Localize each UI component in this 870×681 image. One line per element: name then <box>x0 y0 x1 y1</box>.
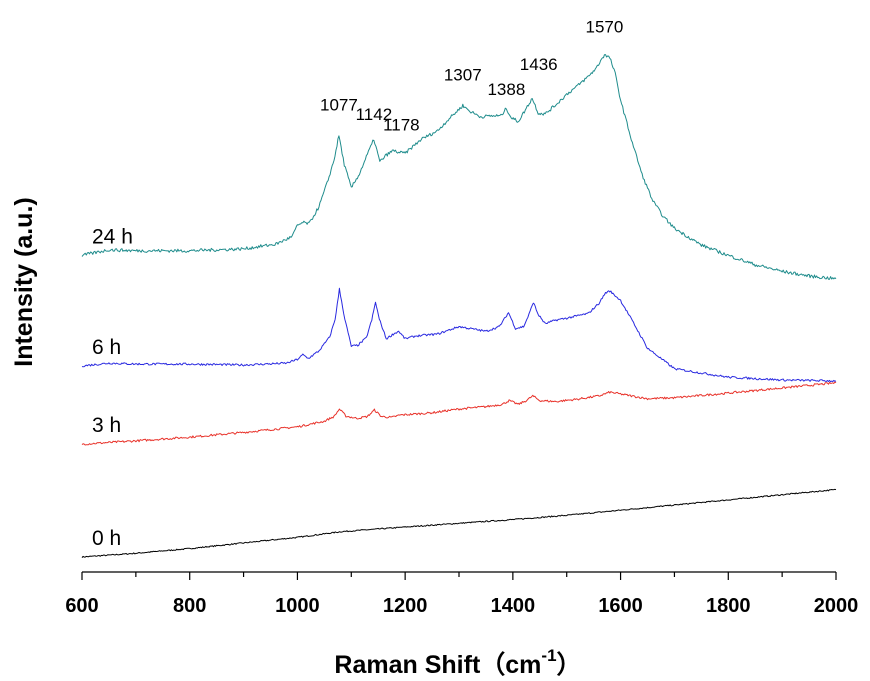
peak-annotation: 1307 <box>444 65 482 84</box>
x-tick-label: 600 <box>65 595 98 617</box>
peak-annotation: 1142 <box>356 105 393 124</box>
x-tick-label: 1400 <box>491 595 536 617</box>
x-tick-label: 800 <box>173 595 206 617</box>
series-label: 24 h <box>92 225 133 248</box>
x-axis-label-text: Raman Shift <box>334 651 481 679</box>
x-tick-label: 2000 <box>814 595 859 617</box>
peak-annotation: 1178 <box>383 115 420 134</box>
series-label: 6 h <box>92 336 121 359</box>
x-axis-unit-exponent: -1 <box>541 646 556 665</box>
peak-annotation: 1077 <box>320 96 358 115</box>
x-axis-label: Raman Shift（cm-1） <box>334 646 581 679</box>
x-ticks: 600 800 1000 1200 1400 1600 1800 2000 <box>65 572 858 617</box>
series-label: 0 h <box>92 527 121 550</box>
peak-annotation: 1388 <box>487 80 525 99</box>
series-label: 3 h <box>92 414 121 437</box>
x-tick-label: 1600 <box>598 595 643 617</box>
series-labels: 0 h 3 h 6 h 24 h <box>92 225 133 550</box>
series-line-24h <box>81 54 837 280</box>
x-axis-unit-suffix: ） <box>557 650 582 679</box>
peak-annotation: 1436 <box>520 55 558 74</box>
peak-annotation: 1570 <box>586 17 624 36</box>
x-tick-label: 1000 <box>275 595 320 617</box>
series-line-3h <box>81 381 837 446</box>
x-axis-unit-prefix: （cm <box>480 650 541 679</box>
x-tick-label: 1800 <box>706 595 751 617</box>
series-line-0h <box>81 488 837 558</box>
y-axis-label: Intensity (a.u.) <box>10 197 38 366</box>
x-tick-label: 1200 <box>383 595 428 617</box>
series-layer <box>81 54 837 558</box>
series-line-6h <box>81 287 837 383</box>
